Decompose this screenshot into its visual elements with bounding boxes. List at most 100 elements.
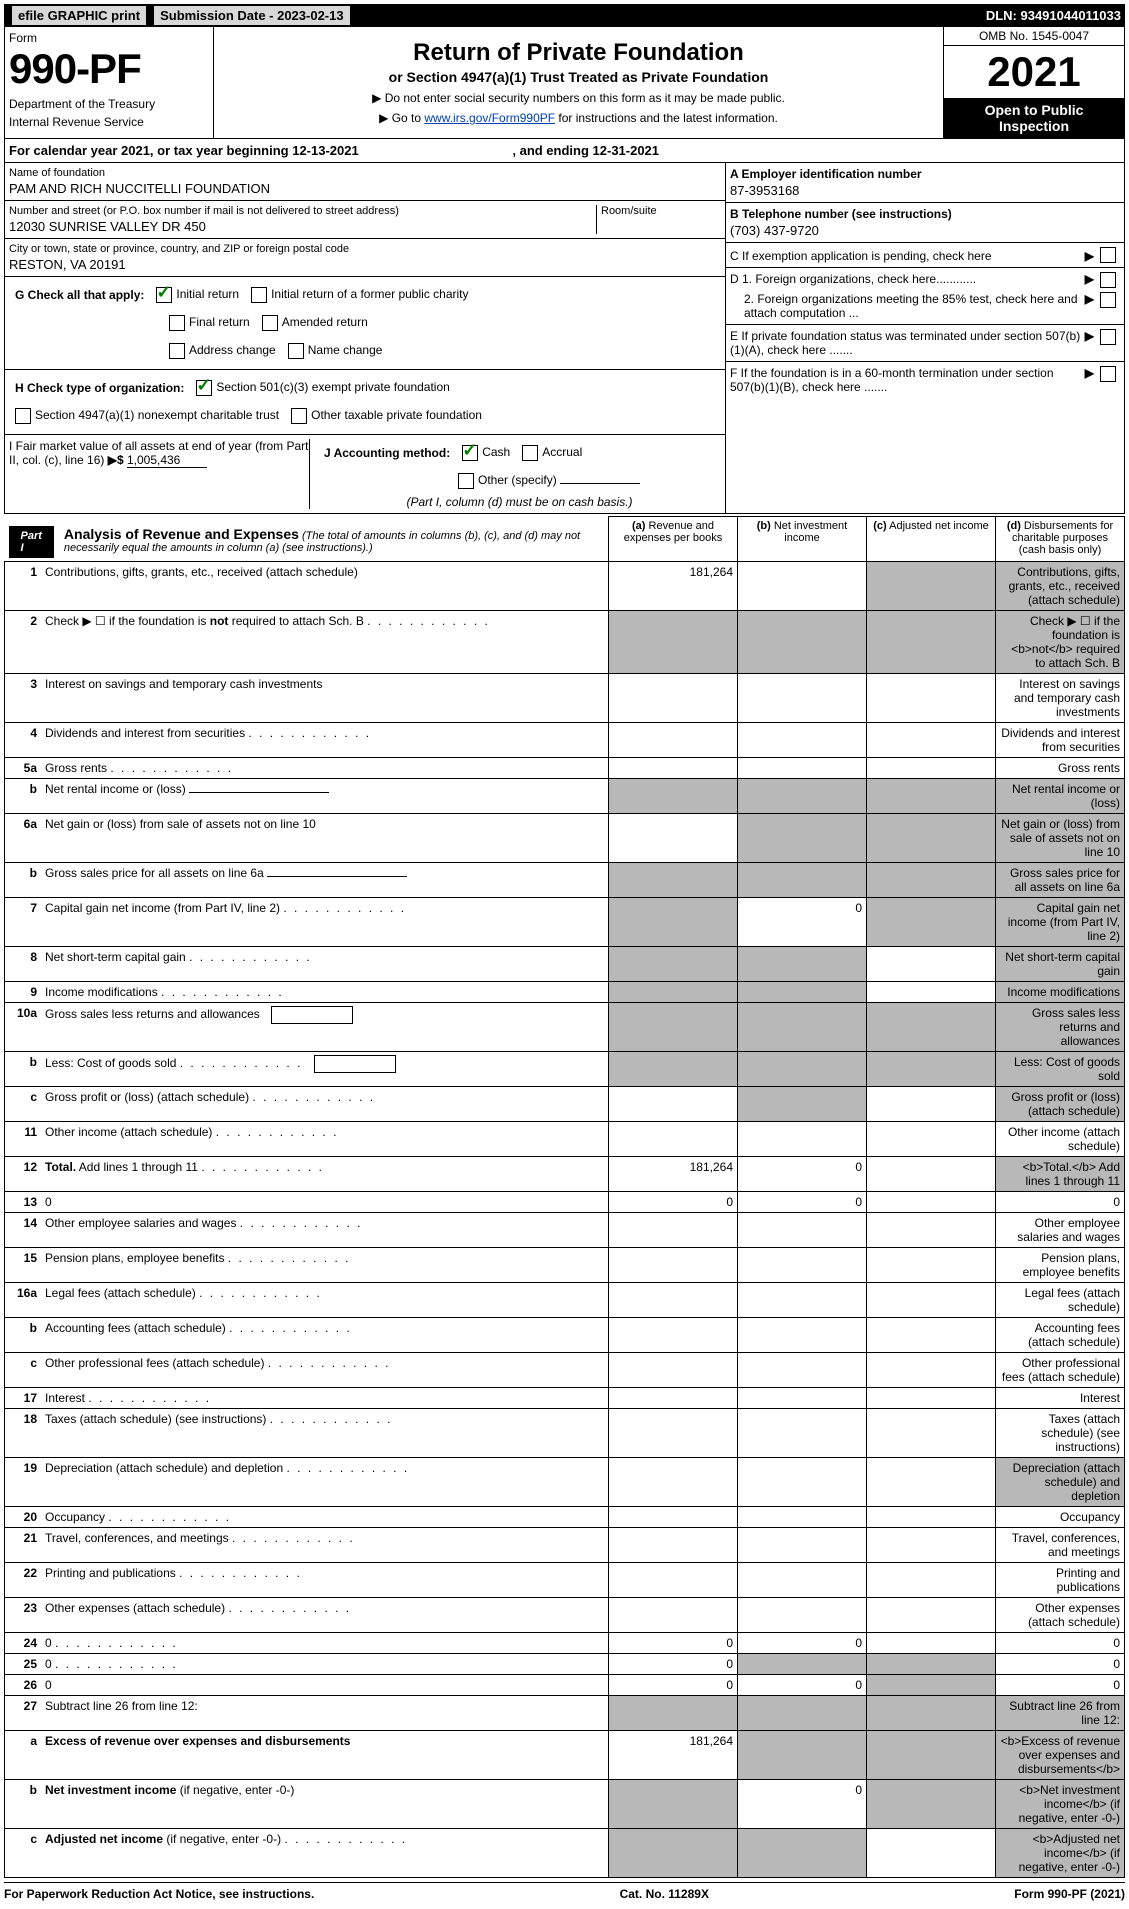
row-desc: Dividends and interest from securities [41,722,609,757]
ein-label: A Employer identification number [730,167,922,181]
row-num: 9 [5,981,42,1002]
dln: DLN: 93491044011033 [986,8,1121,23]
row-3: 3Interest on savings and temporary cash … [5,673,1125,722]
cell-c [867,778,996,813]
cell-c [867,1653,996,1674]
initial-return-check[interactable] [156,287,172,303]
row-24: 240 000 [5,1632,1125,1653]
other-taxable-check[interactable] [291,408,307,424]
row-desc: Depreciation (attach schedule) and deple… [41,1457,609,1506]
cell-c [867,981,996,1002]
cell-b [738,561,867,610]
row-desc: 0 [41,1191,609,1212]
col-a-hdr: (a) [632,520,645,532]
row-num: 8 [5,946,42,981]
cell-d: Gross profit or (loss) (attach schedule) [996,1086,1125,1121]
instr-rest: for instructions and the latest informat… [555,111,778,125]
e-check[interactable] [1100,329,1116,345]
cell-d: Taxes (attach schedule) (see instruction… [996,1408,1125,1457]
cell-a [609,1121,738,1156]
row-num: 19 [5,1457,42,1506]
cell-d: <b>Net investment income</b> (if negativ… [996,1779,1125,1828]
row-desc: Gross rents [41,757,609,778]
cell-a [609,673,738,722]
cell-c [867,897,996,946]
cell-d: Income modifications [996,981,1125,1002]
f-check[interactable] [1100,366,1116,382]
other-method-check[interactable] [458,473,474,489]
row-8: 8Net short-term capital gain Net short-t… [5,946,1125,981]
d2-check[interactable] [1100,292,1116,308]
name-change-check[interactable] [288,343,304,359]
row-num: 1 [5,561,42,610]
row-desc: Printing and publications [41,1562,609,1597]
foundation-name-label: Name of foundation [9,167,721,179]
tel-label: B Telephone number (see instructions) [730,207,952,221]
cell-d: Legal fees (attach schedule) [996,1282,1125,1317]
efile-button[interactable]: efile GRAPHIC print [12,6,146,25]
row-10a: 10aGross sales less returns and allowanc… [5,1002,1125,1051]
cell-d: <b>Adjusted net income</b> (if negative,… [996,1828,1125,1877]
row-desc: Total. Add lines 1 through 11 [41,1156,609,1191]
d1-check[interactable] [1100,272,1116,288]
cell-a [609,722,738,757]
cell-b: 0 [738,1632,867,1653]
row-num: 13 [5,1191,42,1212]
row-num: 25 [5,1653,42,1674]
cell-d: Depreciation (attach schedule) and deple… [996,1457,1125,1506]
irs-link[interactable]: www.irs.gov/Form990PF [424,111,555,125]
cell-d: Gross sales less returns and allowances [996,1002,1125,1051]
address-change-label: Address change [189,343,276,357]
row-desc: Adjusted net income (if negative, enter … [41,1828,609,1877]
cell-d: <b>Total.</b> Add lines 1 through 11 [996,1156,1125,1191]
4947-check[interactable] [15,408,31,424]
cell-a [609,1247,738,1282]
cell-d: Accounting fees (attach schedule) [996,1317,1125,1352]
cell-a: 181,264 [609,1730,738,1779]
501c3-check[interactable] [196,380,212,396]
cash-check[interactable] [462,445,478,461]
row-desc: Interest [41,1387,609,1408]
h-label: H Check type of organization: [15,381,184,395]
initial-former-check[interactable] [251,287,267,303]
row-c: cAdjusted net income (if negative, enter… [5,1828,1125,1877]
cell-b [738,1121,867,1156]
final-return-check[interactable] [169,315,185,331]
cell-c [867,610,996,673]
other-method-label: Other (specify) [478,473,557,487]
cell-c [867,1457,996,1506]
initial-former-label: Initial return of a former public charit… [271,287,468,301]
cell-c [867,862,996,897]
amended-return-check[interactable] [262,315,278,331]
telephone: (703) 437-9720 [730,223,1120,238]
cell-d: 0 [996,1674,1125,1695]
row-num: 24 [5,1632,42,1653]
row-num: 16a [5,1282,42,1317]
row-num: c [5,1086,42,1121]
c-label: C If exemption application is pending, c… [730,249,1085,263]
cell-a: 0 [609,1632,738,1653]
accrual-check[interactable] [522,445,538,461]
row-4: 4Dividends and interest from securities … [5,722,1125,757]
cell-b [738,1387,867,1408]
cell-a [609,778,738,813]
cell-d: Travel, conferences, and meetings [996,1527,1125,1562]
address-change-check[interactable] [169,343,185,359]
cell-c [867,1002,996,1051]
row-19: 19Depreciation (attach schedule) and dep… [5,1457,1125,1506]
row-num: 15 [5,1247,42,1282]
cell-d: Interest [996,1387,1125,1408]
cell-c [867,946,996,981]
row-b: bNet rental income or (loss) Net rental … [5,778,1125,813]
amended-return-label: Amended return [282,315,368,329]
cell-d: Pension plans, employee benefits [996,1247,1125,1282]
col-b-desc: Net investment income [774,520,847,544]
cell-d: Capital gain net income (from Part IV, l… [996,897,1125,946]
cell-b: 0 [738,1156,867,1191]
row-12: 12Total. Add lines 1 through 11 181,2640… [5,1156,1125,1191]
c-check[interactable] [1100,247,1116,263]
row-desc: Gross profit or (loss) (attach schedule) [41,1086,609,1121]
final-return-label: Final return [189,315,250,329]
cash-label: Cash [482,445,510,459]
row-25: 250 00 [5,1653,1125,1674]
